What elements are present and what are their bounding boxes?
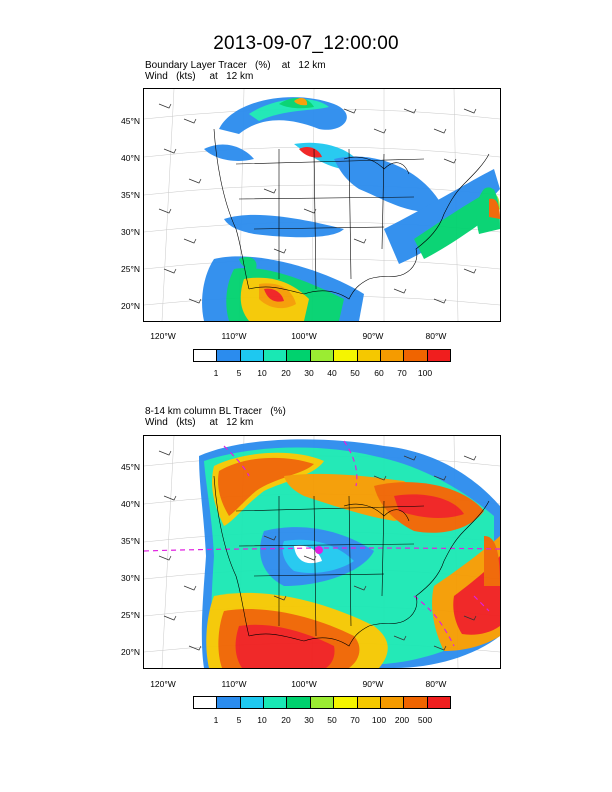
- colorbar-cell: [404, 697, 428, 708]
- colorbar-cell: [264, 697, 288, 708]
- panel2-lat-label: 30°N: [121, 573, 140, 583]
- panel1-lat-label: 30°N: [121, 227, 140, 237]
- panel2-colorbar-label: 20: [281, 715, 291, 725]
- panel2-lon-label: 90°W: [362, 679, 384, 689]
- panel2-colorbar-label: 30: [304, 715, 314, 725]
- colorbar-cell: [240, 697, 265, 708]
- panel1-colorbar-label: 70: [397, 368, 407, 378]
- main-title: 2013-09-07_12:00:00: [213, 33, 399, 54]
- colorbar-cell: [334, 350, 358, 361]
- panel1-lat-label: 40°N: [121, 153, 140, 163]
- panel2-lon-label: 110°W: [221, 679, 247, 689]
- panel2-subtitle-line2: Wind (kts) at 12 km: [145, 417, 254, 428]
- panel1-colorbar-label: 5: [236, 368, 242, 378]
- panel1-colorbar-label: 30: [304, 368, 314, 378]
- panel1-lon-label: 120°W: [150, 331, 176, 341]
- panel1-lat-label: 25°N: [121, 264, 140, 274]
- colorbar-cell: [240, 350, 265, 361]
- panel2-subtitle-line1: 8-14 km column BL Tracer (%): [145, 406, 286, 417]
- colorbar-cell: [357, 697, 381, 708]
- panel1-colorbar-label: 10: [257, 368, 267, 378]
- panel2-colorbar-label: 70: [350, 715, 360, 725]
- panel2-colorbar-label: 100: [371, 715, 387, 725]
- panel2-colorbar-label: 5: [236, 715, 242, 725]
- panel1-lon-label: 80°W: [425, 331, 447, 341]
- colorbar-cell: [287, 350, 311, 361]
- panel2-colorbar: [193, 696, 451, 709]
- panel2-map: [143, 435, 501, 669]
- panel2-lat-label: 40°N: [121, 499, 140, 509]
- panel1-lat-label: 35°N: [121, 190, 140, 200]
- panel2-colorbar-label: 500: [417, 715, 433, 725]
- panel1-colorbar: [193, 349, 451, 362]
- panel2-lat-label: 25°N: [121, 610, 140, 620]
- panel2-lat-label: 45°N: [121, 462, 140, 472]
- panel1-colorbar-label: 40: [327, 368, 337, 378]
- panel2-lon-label: 120°W: [150, 679, 176, 689]
- panel2-colorbar-label: 1: [213, 715, 219, 725]
- panel1-lon-label: 90°W: [362, 331, 384, 341]
- colorbar-cell: [194, 350, 218, 361]
- panel2-colorbar-label: 50: [327, 715, 337, 725]
- panel1-colorbar-label: 60: [374, 368, 384, 378]
- panel1-tracer-field: [202, 97, 500, 321]
- panel2-colorbar-label: 10: [257, 715, 267, 725]
- panel2-lat-label: 20°N: [121, 647, 140, 657]
- panel1-colorbar-label: 1: [213, 368, 219, 378]
- panel2-colorbar-label: 200: [394, 715, 410, 725]
- panel2-lat-label: 35°N: [121, 536, 140, 546]
- colorbar-cell: [310, 350, 335, 361]
- panel1-colorbar-label: 50: [350, 368, 360, 378]
- panel1-lon-label: 100°W: [291, 331, 317, 341]
- colorbar-cell: [404, 350, 428, 361]
- panel1-lat-label: 20°N: [121, 301, 140, 311]
- colorbar-cell: [427, 350, 450, 361]
- colorbar-cell: [264, 350, 288, 361]
- panel1-lat-label: 45°N: [121, 116, 140, 126]
- panel2-lon-label: 80°W: [425, 679, 447, 689]
- colorbar-cell: [287, 697, 311, 708]
- panel1-subtitle-line1: Boundary Layer Tracer (%) at 12 km: [145, 60, 326, 71]
- colorbar-cell: [427, 697, 450, 708]
- colorbar-cell: [380, 697, 405, 708]
- panel2-tracer-field: [199, 439, 500, 668]
- colorbar-cell: [217, 350, 241, 361]
- panel1-colorbar-label: 20: [281, 368, 291, 378]
- panel1-map: [143, 88, 501, 322]
- colorbar-cell: [380, 350, 405, 361]
- panel1-subtitle-line2: Wind (kts) at 12 km: [145, 71, 254, 82]
- colorbar-cell: [310, 697, 335, 708]
- panel1-lon-label: 110°W: [221, 331, 247, 341]
- panel1-colorbar-label: 100: [417, 368, 433, 378]
- colorbar-cell: [357, 350, 381, 361]
- colorbar-cell: [217, 697, 241, 708]
- colorbar-cell: [194, 697, 218, 708]
- panel2-lon-label: 100°W: [291, 679, 317, 689]
- colorbar-cell: [334, 697, 358, 708]
